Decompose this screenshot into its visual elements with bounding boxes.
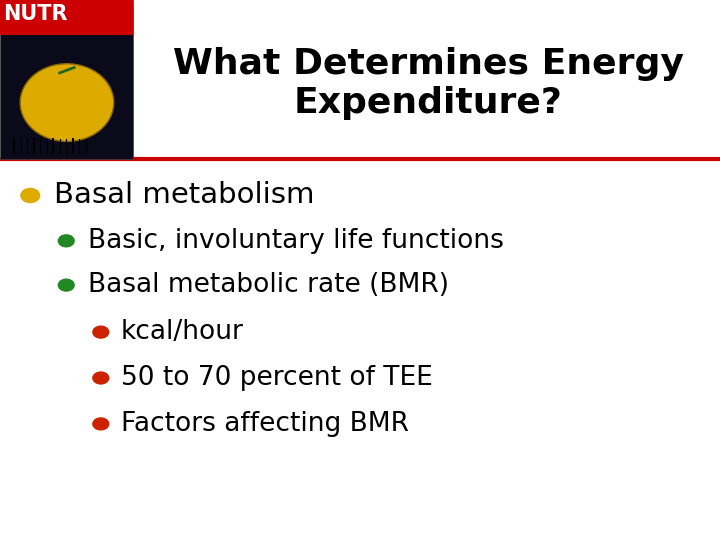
Circle shape bbox=[93, 372, 109, 384]
Ellipse shape bbox=[20, 64, 114, 141]
Text: kcal/hour: kcal/hour bbox=[121, 319, 244, 345]
Bar bbox=[0, 0, 133, 35]
Circle shape bbox=[58, 235, 74, 247]
Bar bbox=[0, 0, 133, 159]
Circle shape bbox=[93, 418, 109, 430]
Text: 50 to 70 percent of TEE: 50 to 70 percent of TEE bbox=[121, 365, 433, 391]
Text: Basal metabolism: Basal metabolism bbox=[54, 181, 315, 210]
Text: What Determines Energy
Expenditure?: What Determines Energy Expenditure? bbox=[173, 47, 684, 120]
Circle shape bbox=[58, 279, 74, 291]
Text: Basal metabolic rate (BMR): Basal metabolic rate (BMR) bbox=[88, 272, 449, 298]
Text: NUTR: NUTR bbox=[4, 4, 68, 24]
Text: Factors affecting BMR: Factors affecting BMR bbox=[121, 411, 409, 437]
Text: Basic, involuntary life functions: Basic, involuntary life functions bbox=[88, 228, 504, 254]
Circle shape bbox=[93, 326, 109, 338]
Circle shape bbox=[21, 188, 40, 202]
